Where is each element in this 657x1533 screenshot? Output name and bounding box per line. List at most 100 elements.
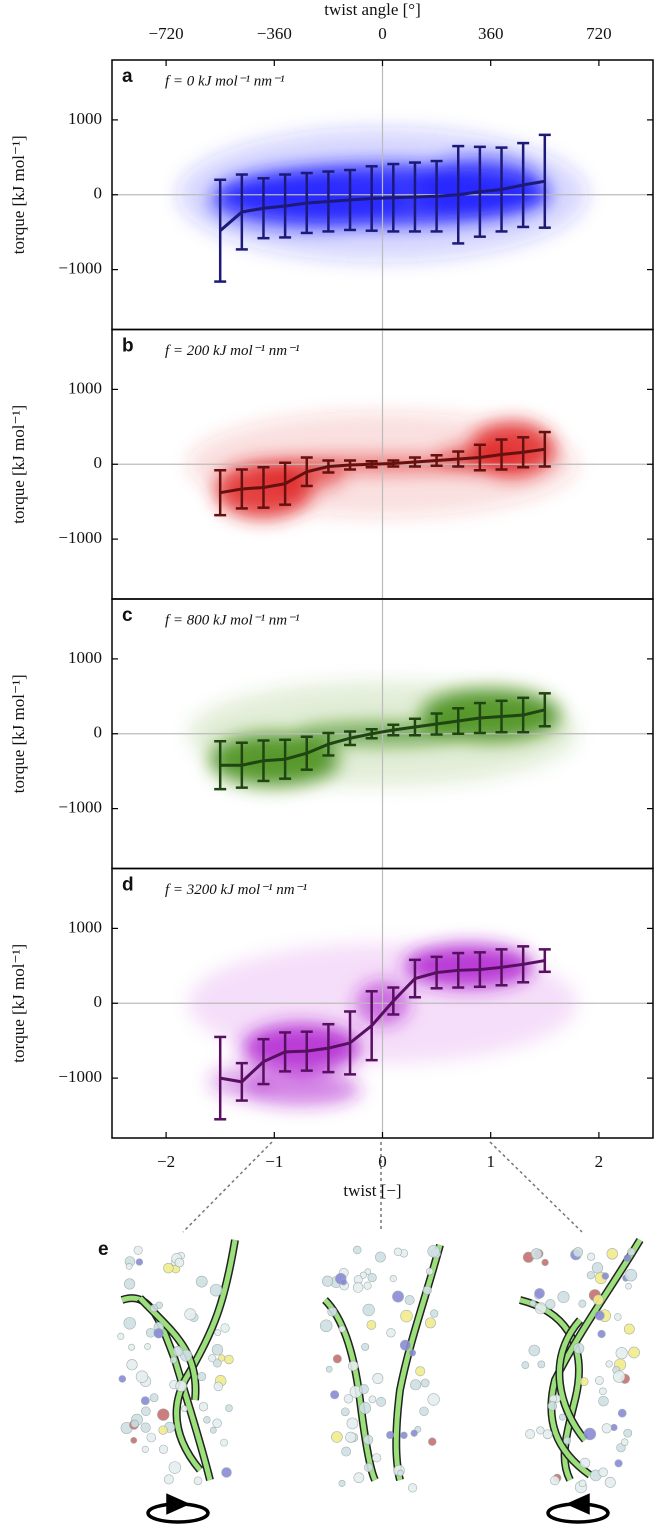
strand: [548, 1238, 643, 1478]
error-bar: [538, 430, 551, 468]
atom: [400, 1431, 408, 1439]
error-bar: [452, 707, 465, 735]
atom: [606, 1248, 618, 1260]
atom: [579, 1457, 591, 1469]
atom: [352, 1282, 364, 1293]
error-bar: [214, 468, 227, 517]
error-bar: [408, 958, 421, 999]
error-bar: [408, 717, 421, 737]
atom: [558, 1413, 566, 1421]
error-bar: [300, 735, 313, 771]
atom: [338, 1325, 346, 1333]
atom: [325, 1365, 333, 1373]
atom: [133, 1245, 143, 1255]
error-bar: [495, 146, 508, 233]
atom: [419, 1406, 429, 1416]
atom: [623, 1254, 632, 1262]
atom: [158, 1444, 169, 1454]
atom: [128, 1343, 135, 1351]
mean-line: [220, 708, 546, 767]
atom: [319, 1319, 333, 1333]
atom: [327, 1306, 338, 1317]
atom: [140, 1396, 150, 1406]
y-tick-label: −1000: [58, 528, 102, 547]
atom: [209, 1426, 217, 1434]
atom: [346, 1417, 359, 1430]
atom: [599, 1387, 607, 1396]
atom: [211, 1344, 224, 1356]
error-bar: [473, 145, 486, 238]
error-bar: [387, 986, 400, 1016]
error-bar: [235, 741, 248, 789]
atom: [368, 1395, 377, 1404]
atom: [352, 1245, 362, 1255]
atom: [541, 1258, 549, 1267]
x-tick-label: 2: [595, 1152, 604, 1171]
atom: [135, 1258, 144, 1266]
atom: [605, 1360, 613, 1368]
atom: [224, 1354, 234, 1365]
atom: [427, 1245, 440, 1258]
atom: [359, 1401, 372, 1414]
atom: [130, 1419, 139, 1428]
y-axis-label: torque [kJ mol⁻¹]: [9, 405, 28, 524]
atom: [604, 1476, 616, 1488]
atom: [594, 1310, 605, 1321]
atom: [598, 1467, 608, 1477]
atom: [578, 1299, 587, 1308]
atom: [212, 1418, 222, 1428]
atom: [578, 1479, 587, 1488]
atom: [376, 1396, 387, 1407]
error-bar: [538, 692, 551, 728]
error-bar: [235, 1061, 248, 1102]
atom: [330, 1390, 340, 1400]
error-bar: [365, 990, 378, 1062]
error-bar: [430, 159, 443, 233]
y-axis-label: torque [kJ mol⁻¹]: [9, 944, 28, 1063]
atom: [597, 1329, 606, 1339]
atom: [392, 1290, 404, 1303]
atom: [601, 1423, 612, 1434]
atom: [422, 1285, 432, 1295]
atom: [615, 1347, 628, 1360]
atom: [140, 1422, 151, 1433]
error-bar: [257, 177, 270, 240]
panel: −1000 0 1000 torque [kJ mol⁻¹] c f = 800 kJ m…: [9, 598, 654, 870]
atom: [340, 1407, 350, 1417]
molecules: [117, 1237, 644, 1494]
atom: [549, 1394, 558, 1403]
error-bar: [387, 723, 400, 737]
y-tick-label: 0: [94, 723, 103, 742]
atom: [583, 1427, 597, 1441]
atom: [146, 1432, 157, 1443]
atom: [624, 1268, 638, 1282]
atom: [366, 1320, 377, 1330]
y-tick-label: 0: [94, 184, 103, 203]
x2-axis-label: twist angle [°]: [324, 0, 421, 19]
error-bar: [279, 173, 292, 239]
atom: [174, 1257, 185, 1268]
atom: [386, 1431, 395, 1440]
atom: [563, 1436, 572, 1445]
atom: [586, 1271, 595, 1280]
x2-tick-label: −720: [149, 24, 184, 43]
atom: [209, 1283, 223, 1297]
rotation-arrows: [146, 1493, 610, 1524]
atom: [340, 1278, 347, 1286]
atom: [372, 1453, 382, 1463]
atom: [530, 1248, 543, 1260]
error-bar: [387, 162, 400, 233]
atom: [168, 1461, 182, 1474]
error-bar: [235, 173, 248, 251]
error-bar: [257, 465, 270, 509]
atom: [163, 1262, 174, 1274]
atom: [363, 1281, 372, 1290]
atom: [545, 1299, 556, 1310]
error-bar: [517, 141, 530, 229]
atom: [393, 1247, 403, 1257]
error-bar: [387, 459, 400, 468]
y-tick-label: 1000: [68, 917, 102, 936]
atom: [389, 1275, 397, 1283]
x-axis-label: twist [−]: [343, 1181, 401, 1200]
